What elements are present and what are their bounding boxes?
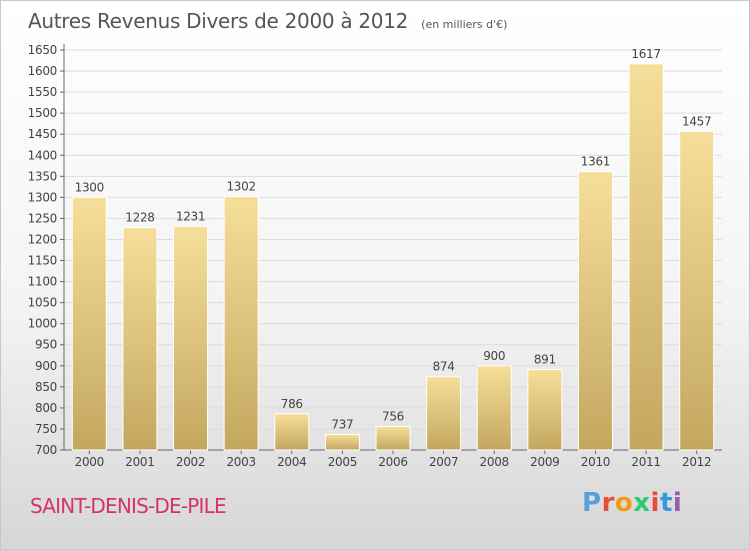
y-tick-label: 1450 bbox=[28, 127, 57, 141]
logo-letter: i bbox=[672, 488, 683, 518]
logo-letter: o bbox=[614, 488, 634, 518]
bar-2000 bbox=[71, 196, 107, 451]
x-tick-label: 2004 bbox=[277, 455, 306, 469]
data-label: 737 bbox=[331, 417, 353, 431]
logo-letter: t bbox=[659, 488, 673, 518]
y-tick-label: 1600 bbox=[28, 64, 57, 78]
y-tick-label: 1550 bbox=[28, 85, 57, 99]
data-label: 891 bbox=[534, 353, 556, 367]
x-tick-label: 2012 bbox=[682, 455, 711, 469]
y-tick-label: 1250 bbox=[28, 211, 57, 225]
data-labels: 1300 1228 1231 1302 786 737 756 874 900 891 1361 16… bbox=[75, 47, 712, 432]
data-label: 1300 bbox=[75, 180, 104, 194]
y-tick-label: 950 bbox=[35, 338, 57, 352]
bar-2002 bbox=[173, 225, 209, 451]
x-tick-label: 2001 bbox=[125, 455, 154, 469]
logo-letter: r bbox=[601, 488, 615, 518]
y-tick-label: 1100 bbox=[28, 275, 57, 289]
x-tick-label: 2006 bbox=[378, 455, 407, 469]
y-tick-label: 750 bbox=[35, 422, 57, 436]
bar-2006 bbox=[375, 425, 411, 451]
x-tick-label: 2000 bbox=[75, 455, 104, 469]
data-label: 1302 bbox=[226, 180, 255, 194]
x-tick-label: 2010 bbox=[581, 455, 610, 469]
y-tick-label: 1300 bbox=[28, 190, 57, 204]
y-tick-label: 800 bbox=[35, 401, 57, 415]
y-tick-label: 1200 bbox=[28, 232, 57, 246]
proxiti-logo: Proxiti bbox=[582, 488, 682, 518]
chart-title-unit: (en milliers d'€) bbox=[421, 18, 508, 31]
y-tick-label: 1650 bbox=[28, 43, 57, 57]
bar-2008 bbox=[476, 365, 512, 451]
bar-2010 bbox=[577, 171, 613, 451]
data-label: 1457 bbox=[682, 114, 711, 128]
data-label: 1361 bbox=[581, 155, 610, 169]
data-label: 756 bbox=[382, 409, 404, 423]
y-tick-label: 1400 bbox=[28, 148, 57, 162]
logo-letter: i bbox=[650, 488, 660, 518]
y-tick-label: 1350 bbox=[28, 169, 57, 183]
x-tick-label: 2007 bbox=[429, 455, 458, 469]
commune-name: SAINT-DENIS-DE-PILE bbox=[30, 494, 227, 518]
bar-2005 bbox=[324, 433, 360, 451]
x-tick-label: 2009 bbox=[530, 455, 559, 469]
x-tick-label: 2011 bbox=[631, 455, 660, 469]
data-label: 1228 bbox=[125, 211, 154, 225]
x-tick-label: 2003 bbox=[226, 455, 255, 469]
chart-title: Autres Revenus Divers de 2000 à 2012 (en… bbox=[28, 9, 507, 33]
y-tick-label: 1000 bbox=[28, 317, 57, 331]
data-label: 1617 bbox=[631, 47, 660, 61]
bar-2004 bbox=[274, 413, 310, 451]
bar-2009 bbox=[527, 369, 563, 451]
data-label: 900 bbox=[483, 349, 505, 363]
y-tick-label: 700 bbox=[35, 443, 57, 457]
y-tick-label: 1500 bbox=[28, 106, 57, 120]
y-tick-label: 850 bbox=[35, 380, 57, 394]
bar-2007 bbox=[426, 376, 462, 451]
x-tick-label: 2002 bbox=[176, 455, 205, 469]
chart-title-main: Autres Revenus Divers de 2000 à 2012 bbox=[28, 9, 409, 33]
bar-2001 bbox=[122, 227, 158, 451]
logo-letter: P bbox=[582, 488, 602, 518]
x-tick-label: 2008 bbox=[480, 455, 509, 469]
y-tick-label: 900 bbox=[35, 359, 57, 373]
x-tick-label: 2005 bbox=[328, 455, 357, 469]
bar-2011 bbox=[628, 63, 664, 451]
y-tick-label: 1150 bbox=[28, 254, 57, 268]
data-label: 874 bbox=[433, 360, 455, 374]
y-tick-label: 1050 bbox=[28, 296, 57, 310]
bar-2003 bbox=[223, 196, 259, 451]
data-label: 786 bbox=[281, 397, 303, 411]
grid-lines bbox=[64, 49, 722, 451]
bars bbox=[71, 63, 715, 451]
data-label: 1231 bbox=[176, 209, 205, 223]
logo-letter: x bbox=[633, 488, 651, 518]
bar-2012 bbox=[679, 130, 715, 451]
